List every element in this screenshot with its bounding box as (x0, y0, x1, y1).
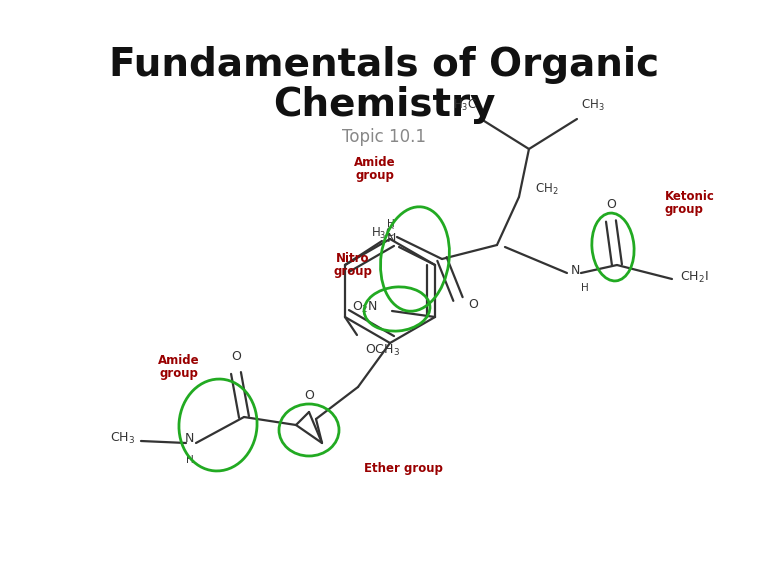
Text: O: O (304, 389, 314, 402)
Text: H: H (387, 219, 395, 229)
Text: group: group (356, 169, 395, 182)
Text: $\mathregular{CH_3}$: $\mathregular{CH_3}$ (110, 430, 135, 446)
Text: H: H (581, 283, 589, 293)
Text: N: N (184, 433, 194, 445)
Text: H: H (187, 455, 194, 465)
Text: group: group (665, 203, 703, 216)
Text: N: N (387, 233, 396, 245)
Text: group: group (333, 265, 372, 278)
Text: $\mathregular{H_3C}$: $\mathregular{H_3C}$ (453, 98, 477, 113)
Text: O: O (468, 298, 478, 312)
Text: Topic 10.1: Topic 10.1 (342, 128, 426, 146)
Text: Ketonic: Ketonic (665, 190, 715, 203)
Text: Amide: Amide (354, 156, 396, 169)
Text: Nitro: Nitro (336, 252, 369, 265)
Text: Fundamentals of Organic: Fundamentals of Organic (109, 46, 659, 84)
Text: Ether group: Ether group (364, 462, 443, 475)
Text: group: group (160, 367, 198, 380)
Text: N: N (571, 264, 581, 278)
Text: $\mathregular{O_2}$N: $\mathregular{O_2}$N (352, 300, 378, 314)
Text: O: O (606, 198, 616, 211)
Text: $\mathregular{CH_2}$I: $\mathregular{CH_2}$I (680, 270, 709, 285)
Text: $\mathregular{CH_2}$: $\mathregular{CH_2}$ (535, 181, 558, 196)
Text: Amide: Amide (158, 354, 200, 367)
Text: Chemistry: Chemistry (273, 86, 495, 124)
Text: $\mathregular{H_3C}$: $\mathregular{H_3C}$ (371, 226, 395, 241)
Text: $\mathregular{OCH_3}$: $\mathregular{OCH_3}$ (365, 343, 400, 358)
Text: $\mathregular{CH_3}$: $\mathregular{CH_3}$ (581, 98, 604, 113)
Text: O: O (231, 350, 241, 363)
